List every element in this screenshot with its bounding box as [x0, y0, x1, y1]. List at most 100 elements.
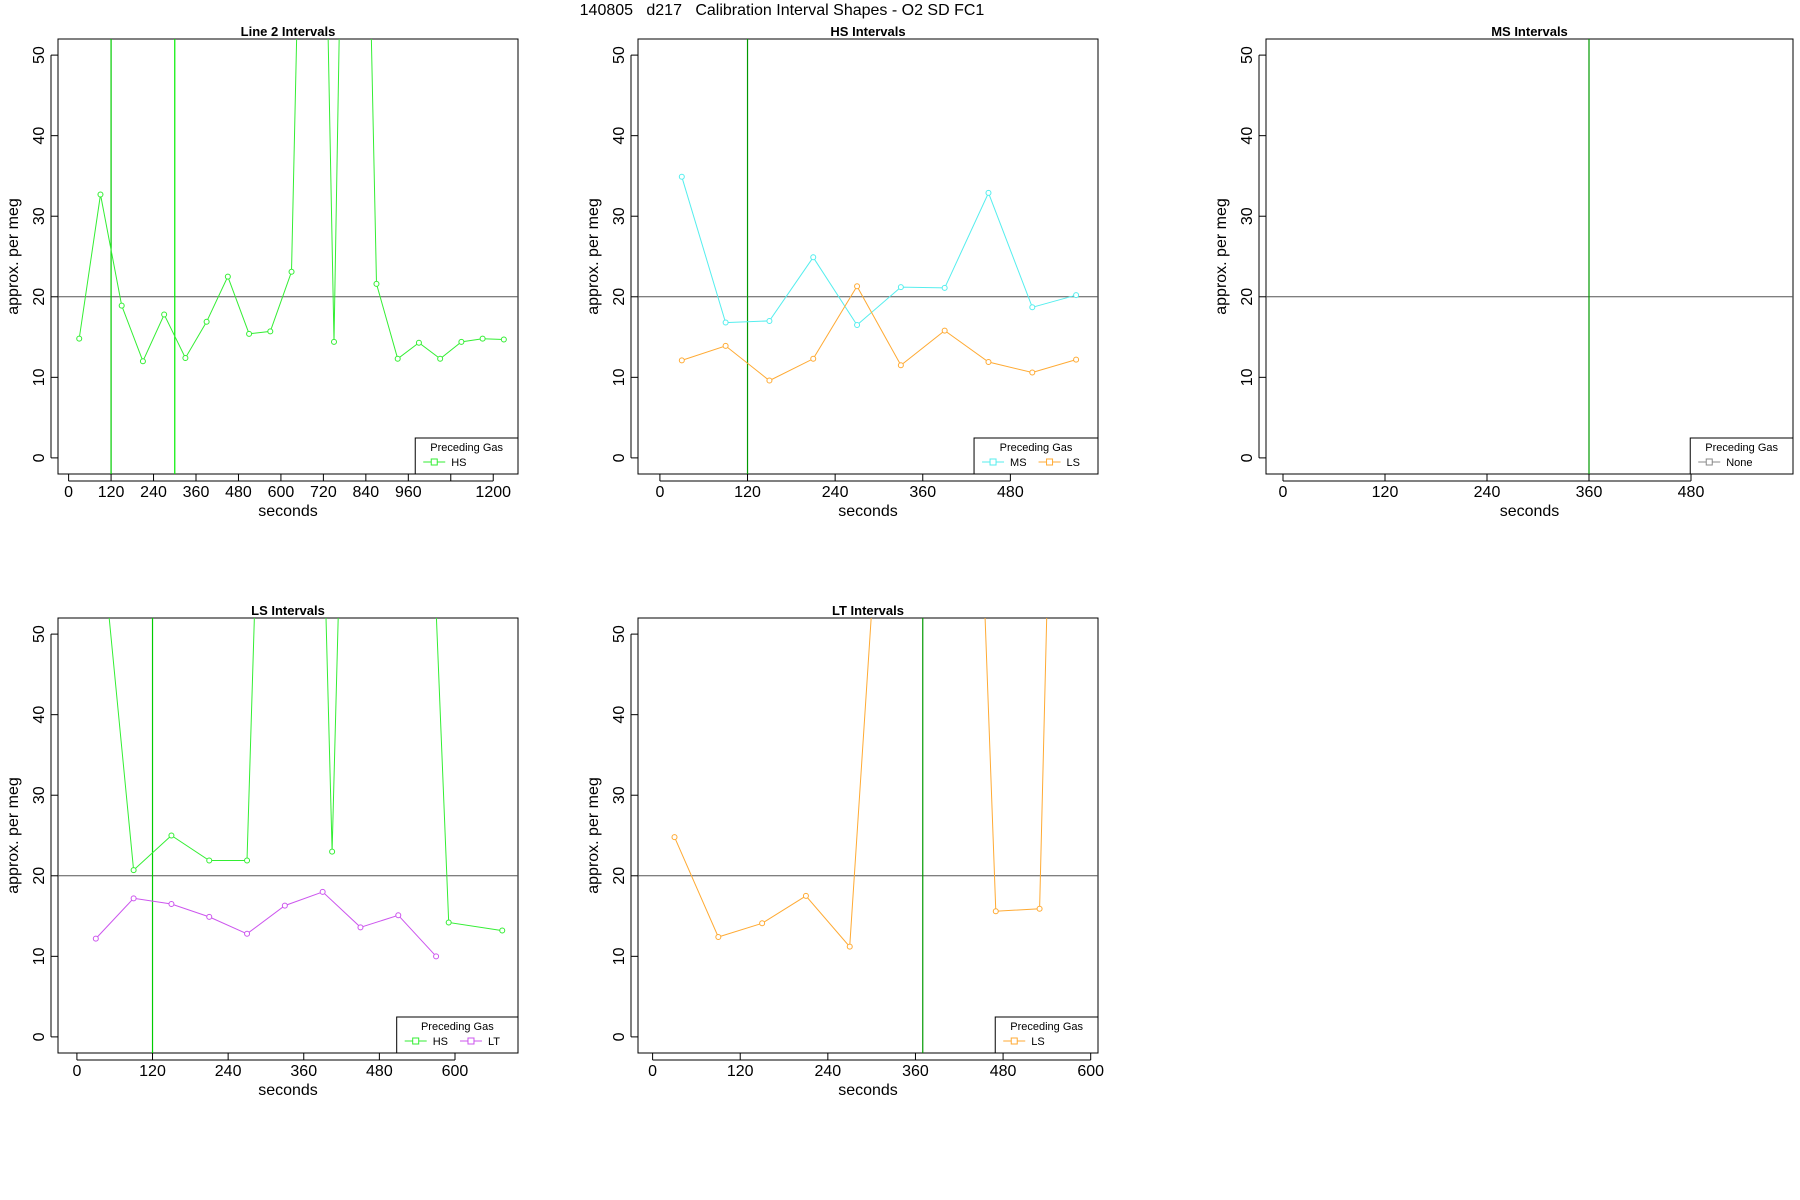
series-line-lt: [95, 891, 437, 957]
y-tick-label: 40: [31, 706, 48, 724]
x-tick-label: 0: [655, 484, 664, 501]
x-tick-label: 120: [734, 484, 761, 501]
x-tick-label: 240: [215, 1063, 242, 1080]
legend-title: Preceding Gas: [1010, 1021, 1083, 1033]
x-tick-label: 360: [902, 1063, 929, 1080]
data-point: [766, 377, 773, 384]
y-tick-label: 50: [31, 625, 48, 643]
data-point: [1073, 292, 1080, 299]
data-point: [941, 327, 948, 334]
x-tick-label: 120: [139, 1063, 166, 1080]
y-tick-label: 40: [1239, 127, 1256, 145]
x-tick-label: 240: [140, 484, 167, 501]
data-point: [437, 355, 444, 362]
panel-title: LS Intervals: [251, 603, 325, 618]
x-tick-label: 360: [1576, 484, 1603, 501]
data-point: [244, 930, 251, 937]
data-point: [394, 355, 401, 362]
data-point: [854, 321, 861, 328]
legend-box: [396, 1016, 519, 1054]
x-tick-label: 360: [909, 484, 936, 501]
x-tick-label: 480: [366, 1063, 393, 1080]
x-tick-label: 720: [310, 484, 337, 501]
data-point: [281, 902, 288, 909]
y-tick-label: 50: [611, 46, 628, 64]
panel-title: HS Intervals: [830, 24, 905, 39]
series-group: [671, 618, 1048, 950]
data-point: [357, 924, 364, 931]
legend-box: [414, 437, 519, 475]
legend-entry-ls: LS: [1031, 1036, 1044, 1048]
legend-swatch-marker: [1705, 458, 1713, 466]
line2-intervals-panel: Line 2 Intervals 0 10 20 30 40 50 0 120 240 360 480…: [5, 24, 519, 520]
plot-frame: [57, 617, 519, 1054]
y-tick-label: 0: [31, 453, 48, 462]
plot-frame: [1265, 38, 1794, 475]
x-axis-label: seconds: [1500, 503, 1560, 520]
y-tick-label: 10: [1239, 368, 1256, 386]
data-point: [182, 355, 189, 361]
panel-title: LT Intervals: [832, 603, 904, 618]
y-tick-label: 0: [1239, 453, 1256, 462]
page-title: 140805 d217 Calibration Interval Shapes …: [579, 2, 985, 19]
x-tick-label: 240: [814, 1063, 841, 1080]
series-line-ls: [984, 618, 1048, 912]
data-point: [168, 900, 175, 907]
data-point: [445, 919, 452, 926]
data-point: [168, 832, 175, 839]
data-point: [76, 335, 83, 342]
legend-entry-ms: MS: [1010, 457, 1027, 469]
data-point: [897, 284, 904, 291]
legend-entry-lt: LT: [488, 1036, 500, 1048]
data-point: [246, 330, 253, 337]
y-tick-label: 30: [31, 207, 48, 225]
data-point: [985, 359, 992, 366]
legend-title: Preceding Gas: [1000, 442, 1073, 454]
series-line-ls: [681, 285, 1077, 382]
x-tick-label: 480: [1678, 484, 1705, 501]
x-tick-label: 120: [98, 484, 125, 501]
x-tick-label: 0: [64, 484, 73, 501]
data-point: [722, 342, 729, 349]
y-axis-label: approx. per meg: [585, 198, 602, 315]
data-point: [897, 362, 904, 369]
series-line-hs: [78, 39, 298, 363]
data-point: [224, 273, 231, 280]
data-point: [1029, 304, 1036, 311]
data-point: [759, 920, 766, 927]
data-point: [288, 268, 295, 275]
data-point: [331, 338, 337, 345]
y-tick-label: 40: [611, 127, 628, 145]
legend-swatch-marker: [1046, 458, 1054, 466]
series-line-hs: [108, 618, 255, 872]
series-line-hs: [327, 39, 340, 342]
data-point: [433, 953, 440, 960]
data-point: [97, 191, 104, 198]
data-point: [992, 908, 999, 915]
y-tick-label: 30: [611, 207, 628, 225]
data-point: [130, 895, 137, 902]
x-tick-label: 0: [648, 1063, 657, 1080]
y-tick-label: 20: [611, 288, 628, 306]
data-point: [92, 935, 99, 942]
legend-entry-hs: HS: [433, 1036, 448, 1048]
legend-swatch-marker: [412, 1037, 420, 1045]
plot-frame: [57, 38, 519, 475]
legend-title: Preceding Gas: [421, 1021, 494, 1033]
plot-frame: [637, 617, 1099, 1054]
x-tick-label: 240: [822, 484, 849, 501]
data-point: [500, 336, 507, 343]
legend-title: Preceding Gas: [1705, 442, 1778, 454]
data-point: [479, 335, 486, 342]
legend-entry-hs: HS: [451, 457, 466, 469]
data-point: [329, 848, 336, 855]
x-axis-label: seconds: [258, 503, 318, 520]
y-tick-label: 0: [31, 1032, 48, 1041]
x-tick-label: 0: [1279, 484, 1288, 501]
series-group: [92, 618, 506, 960]
series-line-ms: [681, 176, 1077, 326]
y-tick-label: 30: [1239, 207, 1256, 225]
data-point: [1036, 905, 1043, 912]
legend-swatch-marker: [1010, 1037, 1018, 1045]
data-point: [499, 927, 506, 934]
